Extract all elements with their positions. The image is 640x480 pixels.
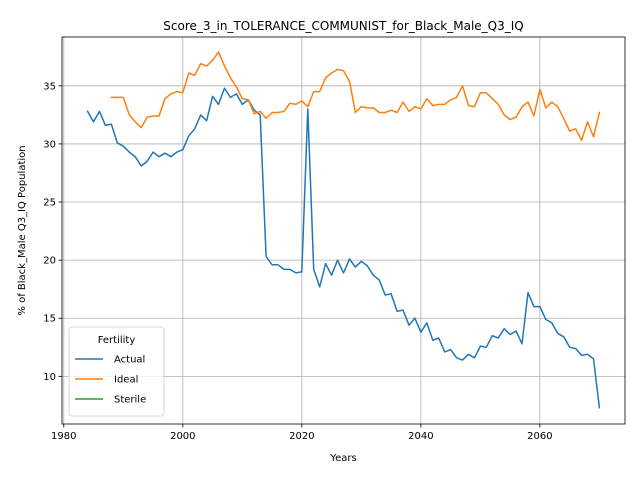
axis-ticks: 1980 2000 2020 2040 2060 10 15 20 25 30 35 xyxy=(43,81,552,442)
y-tick-label: 10 xyxy=(43,372,56,383)
y-tick-label: 20 xyxy=(43,256,56,267)
legend-title: Fertility xyxy=(98,335,136,346)
legend-entries: Actual Ideal Sterile xyxy=(75,355,146,406)
series-line-ideal xyxy=(110,51,601,142)
x-tick-label: 2060 xyxy=(527,431,552,442)
x-axis-label: Years xyxy=(329,453,356,464)
x-tick-label: 2020 xyxy=(289,431,314,442)
y-tick-label: 15 xyxy=(43,314,56,325)
series-lines xyxy=(86,51,601,409)
chart-title: Score_3_in_TOLERANCE_COMMUNIST_for_Black… xyxy=(163,19,523,33)
legend-label-sterile: Sterile xyxy=(114,395,146,406)
legend-label-ideal: Ideal xyxy=(114,375,138,386)
legend: Fertility Actual Ideal Sterile xyxy=(68,326,165,417)
y-tick-label: 30 xyxy=(43,139,56,150)
x-tick-label: 1980 xyxy=(51,431,76,442)
y-tick-label: 35 xyxy=(43,81,56,92)
series-line-actual xyxy=(86,87,601,409)
legend-box xyxy=(68,326,165,417)
legend-label-actual: Actual xyxy=(114,355,145,366)
x-tick-label: 2000 xyxy=(170,431,195,442)
y-axis-label: % of Black_Male Q3_IQ Population xyxy=(17,145,28,315)
plot-frame xyxy=(61,36,626,425)
x-tick-label: 2040 xyxy=(408,431,433,442)
y-tick-label: 25 xyxy=(43,198,56,209)
